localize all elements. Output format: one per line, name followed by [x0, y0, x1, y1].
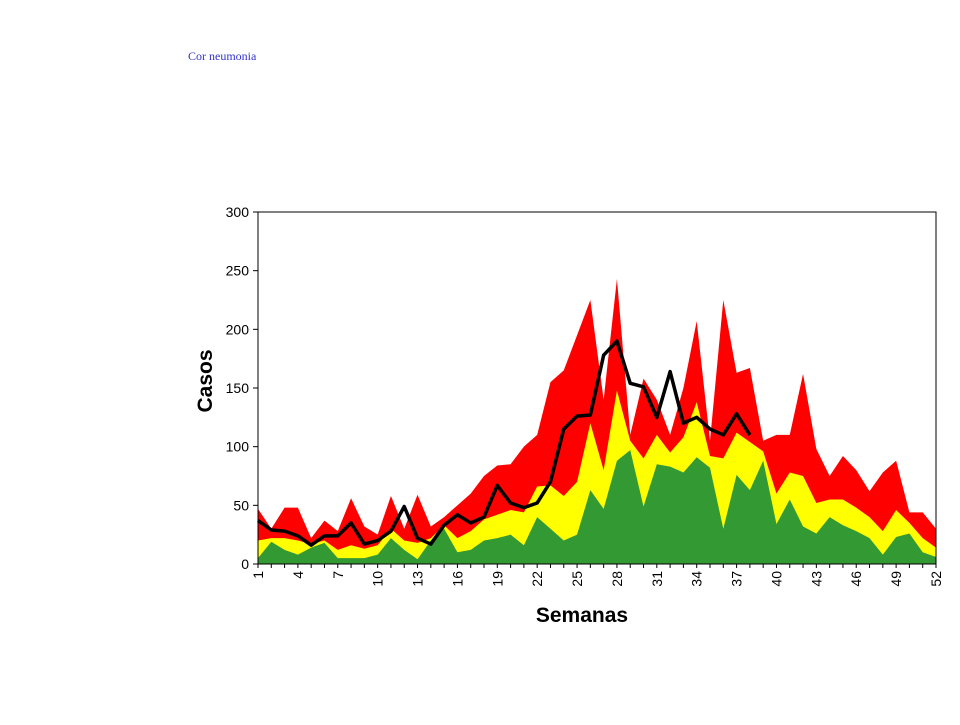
x-tick-label: 40: [768, 571, 784, 587]
x-tick-label: 34: [689, 571, 705, 587]
x-tick-label: 28: [609, 571, 625, 587]
line: [256, 339, 752, 547]
y-axis-title: Casos: [194, 349, 217, 412]
x-tick-label: 52: [928, 571, 944, 587]
x-tick-label: 1: [250, 571, 266, 579]
plot-frame: [257, 211, 937, 565]
x-tick-label: 13: [410, 571, 426, 587]
x-tick-label: 22: [529, 571, 545, 587]
y-tick-label: 300: [226, 204, 250, 220]
x-tick-label: 43: [808, 571, 824, 587]
y-tick-label: 50: [233, 497, 249, 513]
y-tick-label: 100: [226, 439, 250, 455]
y-tick-label: 150: [226, 380, 250, 396]
y-tick-label: 200: [226, 321, 250, 337]
y-tick-label: 250: [226, 263, 250, 279]
x-tick-label: 7: [330, 571, 346, 579]
x-tick-label: 49: [888, 571, 904, 587]
x-axis-title: Semanas: [536, 604, 628, 627]
chart-title: Cor neumonia: [188, 49, 257, 63]
x-tick-label: 31: [649, 571, 665, 587]
x-tick-label: 37: [729, 571, 745, 587]
x-tick-label: 16: [449, 571, 465, 587]
x-tick-label: 25: [569, 571, 585, 587]
area: [258, 450, 936, 564]
x-tick-label: 4: [290, 571, 306, 579]
y-tick-label: 0: [241, 556, 249, 572]
x-tick-label: 46: [848, 571, 864, 587]
x-tick-label: 19: [489, 571, 505, 587]
x-tick-label: 10: [370, 571, 386, 587]
